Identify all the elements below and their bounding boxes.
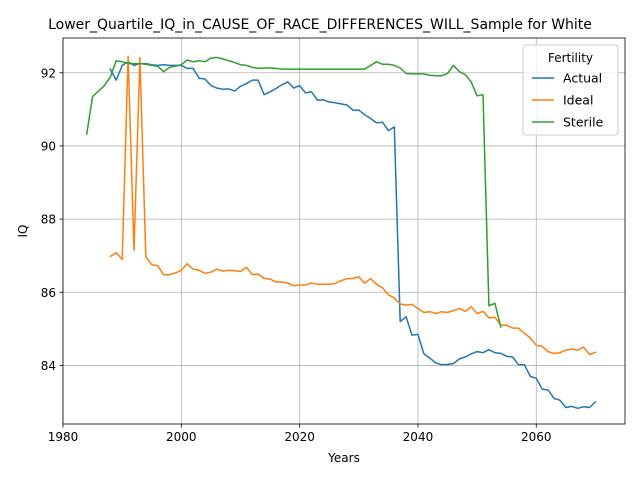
legend-box: [522, 44, 619, 136]
legend-label-sterile: Sterile: [563, 115, 604, 130]
y-tick-label: 84: [41, 359, 56, 373]
y-tick-label: 90: [41, 139, 56, 153]
series-line-ideal: [109, 55, 597, 356]
legend-title: Fertility: [548, 51, 593, 65]
x-axis-label: Years: [327, 451, 360, 465]
chart-title: Lower_Quartile_IQ_in_CAUSE_OF_RACE_DIFFE…: [48, 17, 592, 33]
y-tick-label: 92: [41, 66, 56, 80]
x-tick-label: 2020: [284, 430, 315, 444]
series-line-sterile: [85, 56, 502, 328]
x-axis: 1980 2000 2020 2040 2060: [48, 424, 552, 444]
x-tick-label: 2040: [403, 430, 434, 444]
plot-area-frame: [62, 37, 626, 425]
series-line-actual: [109, 61, 597, 410]
x-tick-label: 2000: [166, 430, 197, 444]
legend-label-ideal: Ideal: [563, 93, 593, 108]
x-tick-label: 1980: [48, 430, 79, 444]
legend: Fertility Actual Ideal Sterile: [522, 44, 619, 136]
series-lines: [85, 55, 597, 410]
y-tick-label: 88: [41, 213, 56, 227]
y-axis-label: IQ: [16, 225, 30, 238]
y-axis: 84 86 88 90 92: [41, 66, 63, 373]
x-tick-label: 2060: [521, 430, 552, 444]
y-tick-label: 86: [41, 286, 56, 300]
legend-label-actual: Actual: [563, 71, 602, 86]
